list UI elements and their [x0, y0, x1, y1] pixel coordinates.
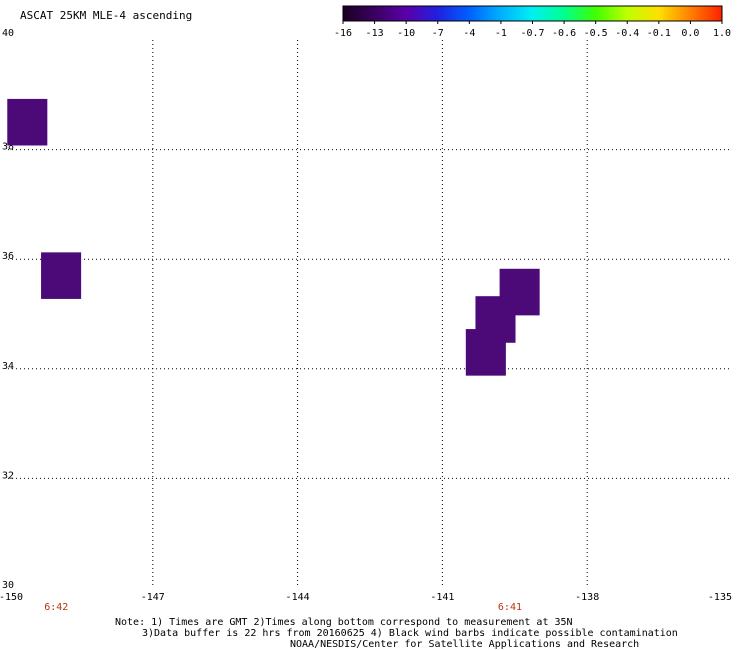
latitude-label: 40 [2, 28, 14, 39]
colorbar-tick-label: -0.7 [520, 28, 544, 39]
longitude-label: -150 [0, 592, 23, 603]
data-cell [41, 252, 82, 299]
note-line-2: 3)Data buffer is 22 hrs from 20160625 4)… [142, 628, 678, 639]
latitude-label: 30 [2, 580, 14, 591]
colorbar-tick-label: -0.4 [615, 28, 639, 39]
credit-line: NOAA/NESDIS/Center for Satellite Applica… [290, 639, 640, 650]
colorbar-tick-label: 0.0 [681, 28, 699, 39]
colorbar-tick-label: 1.0 [713, 28, 731, 39]
colorbar-tick-label: -0.1 [647, 28, 671, 39]
colorbar-tick-label: -7 [432, 28, 444, 39]
colorbar-tick-label: -10 [397, 28, 415, 39]
colorbar-tick-label: -16 [334, 28, 352, 39]
longitude-label: -138 [575, 592, 599, 603]
data-cell [465, 329, 506, 376]
note-line-1: Note: 1) Times are GMT 2)Times along bot… [115, 617, 573, 628]
latitude-label: 34 [2, 361, 14, 372]
longitude-label: -147 [141, 592, 165, 603]
colorbar-tick-label: -13 [366, 28, 384, 39]
colorbar-tick-label: -0.6 [552, 28, 576, 39]
latitude-label: 36 [2, 251, 14, 262]
pass-time-label: 6:41 [498, 602, 522, 613]
colorbar-tick-label: -0.5 [584, 28, 608, 39]
colorbar-tick-label: -1 [495, 28, 507, 39]
colorbar [342, 5, 723, 22]
latitude-label: 38 [2, 142, 14, 153]
colorbar-tick-label: -4 [463, 28, 475, 39]
longitude-label: -135 [708, 592, 732, 603]
longitude-label: -144 [286, 592, 310, 603]
pass-time-label: 6:42 [44, 602, 68, 613]
latitude-label: 32 [2, 470, 14, 481]
data-cell [7, 98, 48, 146]
map-title: ASCAT 25KM MLE-4 ascending [20, 9, 193, 22]
longitude-label: -141 [430, 592, 454, 603]
